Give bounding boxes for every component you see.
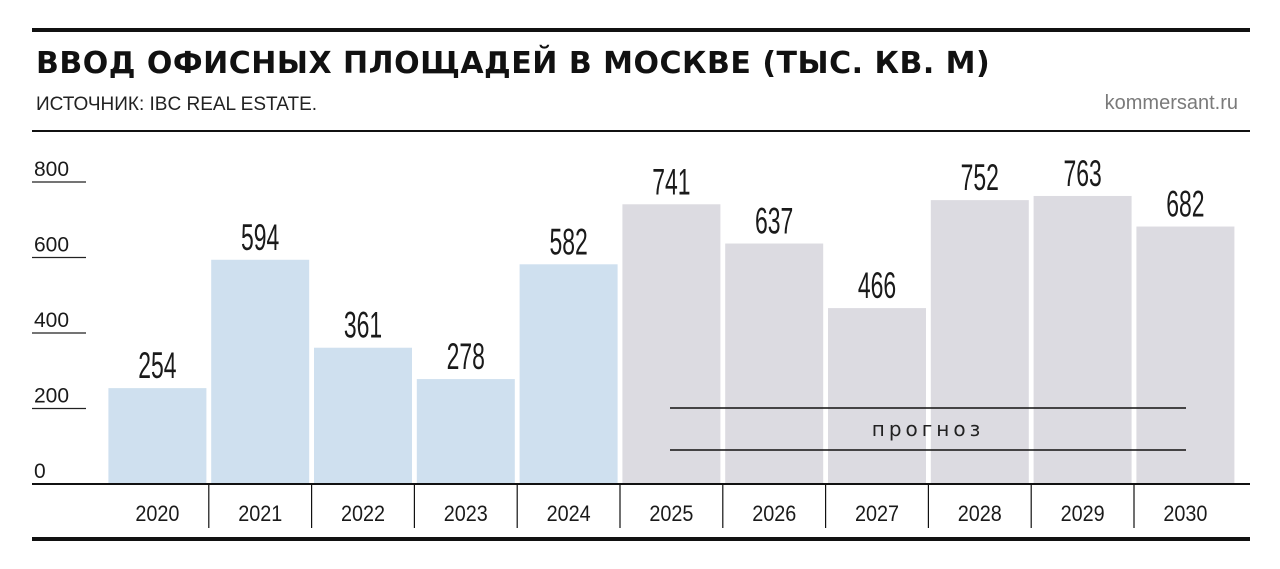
bottom-rule: [32, 537, 1250, 541]
site-credit: kommersant.ru: [1104, 92, 1238, 114]
bar: [519, 264, 618, 484]
bar: [622, 204, 721, 484]
bar-value-label: 682: [1166, 183, 1204, 225]
bar-value-label: 254: [138, 344, 176, 386]
source-note: ИСТОЧНИК: IBC REAL ESTATE.: [36, 94, 318, 115]
x-tick-label: 2022: [341, 502, 385, 526]
x-tick-label: 2023: [444, 502, 488, 526]
forecast-label: прогноз: [872, 417, 984, 441]
bar-value-label: 752: [961, 156, 999, 198]
y-tick-label: 600: [34, 234, 69, 257]
x-tick-label: 2024: [547, 502, 591, 526]
x-tick-label: 2025: [649, 502, 693, 526]
bar: [314, 347, 412, 484]
bar-value-label: 741: [652, 161, 690, 203]
chart-title: ВВОД ОФИСНЫХ ПЛОЩАДЕЙ В МОСКВЕ (ТЫС. КВ.…: [36, 46, 991, 81]
x-tick-label: 2021: [238, 502, 282, 526]
y-tick-label: 400: [34, 309, 69, 332]
x-tick-label: 2020: [135, 502, 179, 526]
x-tick-label: 2027: [855, 502, 899, 526]
y-tick-label: 800: [34, 158, 69, 181]
bar: [725, 243, 824, 484]
bar-value-label: 466: [858, 264, 896, 306]
bar-value-label: 594: [241, 216, 279, 258]
header-divider: [32, 130, 1250, 132]
x-tick-label: 2028: [958, 502, 1002, 526]
bar-value-label: 361: [344, 304, 382, 346]
bar-value-label: 278: [447, 335, 485, 377]
bar: [930, 200, 1029, 484]
bar: [828, 308, 926, 484]
top-rule: [32, 28, 1250, 32]
x-tick-label: 2029: [1061, 502, 1105, 526]
y-tick-label: 200: [34, 385, 69, 408]
bar-value-label: 637: [755, 200, 793, 242]
x-tick-label: 2026: [752, 502, 796, 526]
bar: [108, 388, 207, 484]
bar: [416, 379, 515, 484]
bar-value-label: 763: [1063, 152, 1101, 194]
bar: [1033, 195, 1132, 484]
bar-value-label: 582: [549, 221, 587, 263]
y-tick-label: 0: [34, 460, 46, 483]
bar: [211, 259, 310, 484]
x-tick-label: 2030: [1163, 502, 1207, 526]
bar: [1136, 226, 1235, 485]
